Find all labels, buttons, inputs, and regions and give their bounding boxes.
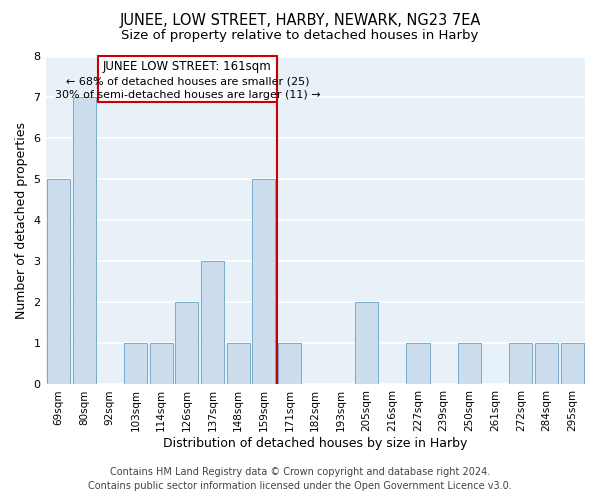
Bar <box>98 56 277 102</box>
Bar <box>47 180 70 384</box>
Bar <box>124 344 147 384</box>
Bar <box>227 344 250 384</box>
Text: 30% of semi-detached houses are larger (11) →: 30% of semi-detached houses are larger (… <box>55 90 320 101</box>
Text: Size of property relative to detached houses in Harby: Size of property relative to detached ho… <box>121 29 479 42</box>
Bar <box>406 344 430 384</box>
Text: Contains HM Land Registry data © Crown copyright and database right 2024.
Contai: Contains HM Land Registry data © Crown c… <box>88 467 512 491</box>
Bar <box>535 344 558 384</box>
Bar <box>560 344 584 384</box>
Bar <box>509 344 532 384</box>
Bar <box>458 344 481 384</box>
Bar <box>73 98 95 385</box>
Text: JUNEE, LOW STREET, HARBY, NEWARK, NG23 7EA: JUNEE, LOW STREET, HARBY, NEWARK, NG23 7… <box>119 12 481 28</box>
Bar <box>175 302 199 384</box>
Bar <box>201 262 224 384</box>
Y-axis label: Number of detached properties: Number of detached properties <box>15 122 28 319</box>
X-axis label: Distribution of detached houses by size in Harby: Distribution of detached houses by size … <box>163 437 467 450</box>
Bar <box>149 344 173 384</box>
Bar <box>278 344 301 384</box>
Bar <box>355 302 378 384</box>
Text: JUNEE LOW STREET: 161sqm: JUNEE LOW STREET: 161sqm <box>103 60 272 73</box>
Text: ← 68% of detached houses are smaller (25): ← 68% of detached houses are smaller (25… <box>66 77 309 87</box>
Bar <box>253 180 275 384</box>
